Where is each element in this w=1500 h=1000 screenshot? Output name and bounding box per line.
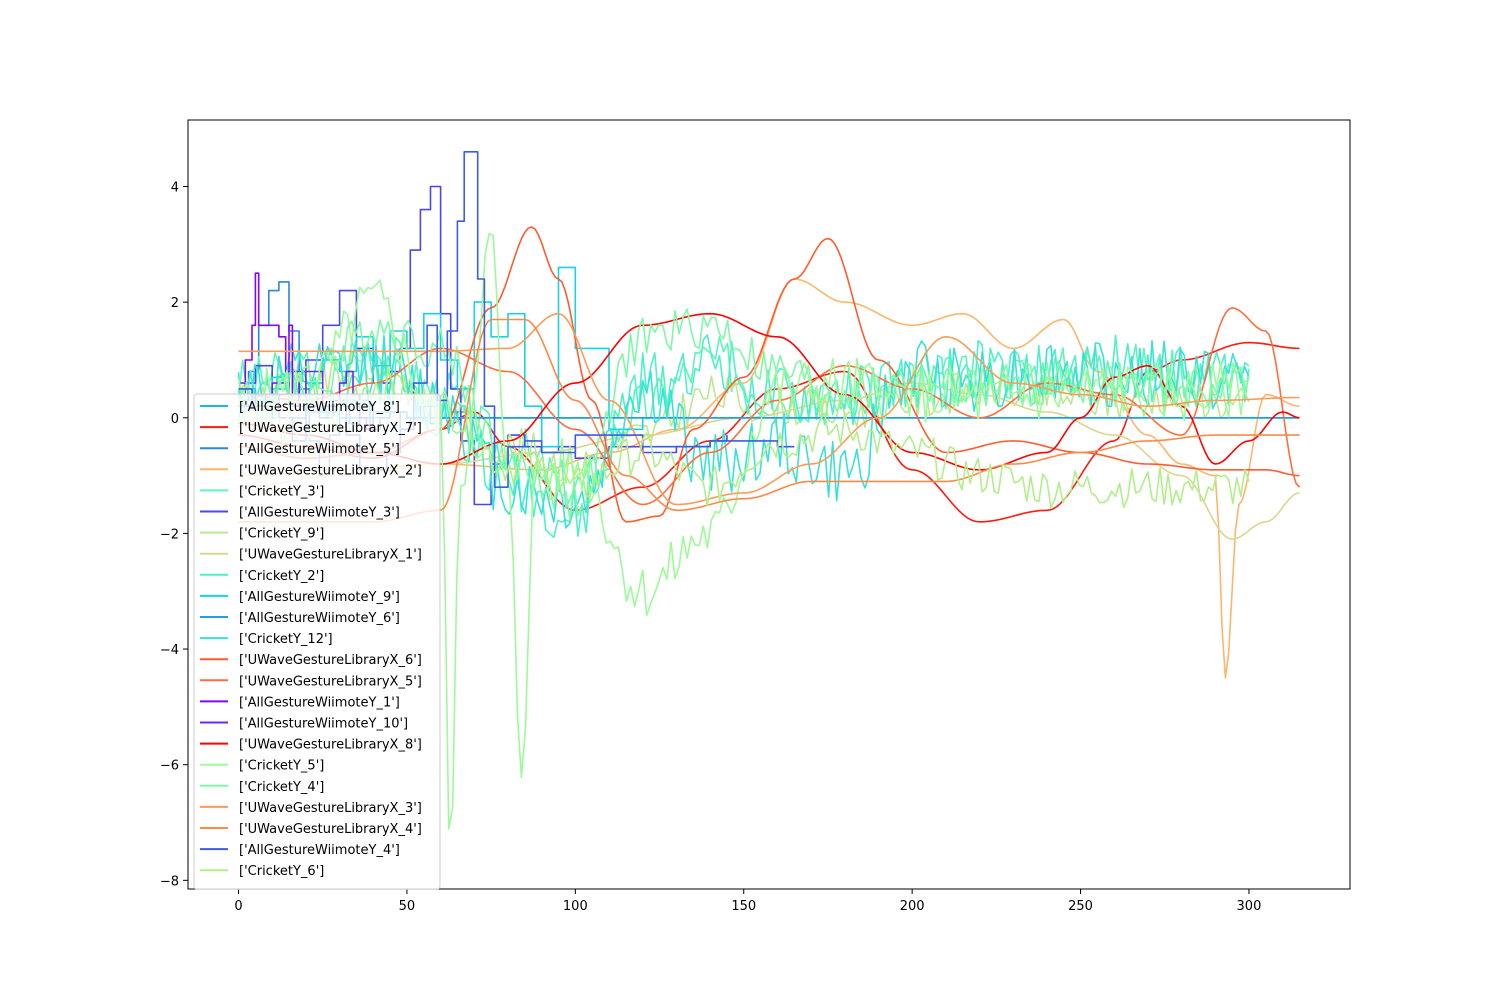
series-line-11: [237, 334, 1250, 529]
x-tick-label: 50: [399, 899, 416, 914]
legend-label: ['UWaveGestureLibraryX_3']: [239, 801, 422, 816]
legend-label: ['AllGestureWiimoteY_5']: [239, 442, 400, 457]
legend-box: [193, 393, 441, 890]
legend-label: ['AllGestureWiimoteY_9']: [239, 590, 400, 605]
legend-label: ['CricketY_2']: [239, 569, 324, 584]
legend-label: ['AllGestureWiimoteY_10']: [239, 717, 408, 732]
x-tick-label: 0: [234, 899, 242, 914]
legend-label: ['CricketY_5']: [239, 759, 324, 774]
legend-label: ['CricketY_4']: [239, 780, 324, 795]
legend-label: ['UWaveGestureLibraryX_2']: [239, 463, 422, 478]
legend-label: ['CricketY_6']: [239, 864, 324, 879]
legend-label: ['AllGestureWiimoteY_6']: [239, 611, 400, 626]
legend-label: ['CricketY_3']: [239, 484, 324, 499]
y-tick-label: −2: [160, 527, 179, 542]
y-tick-label: −4: [160, 643, 179, 658]
legend-label: ['CricketY_9']: [239, 527, 324, 542]
legend-label: ['AllGestureWiimoteY_1']: [239, 695, 400, 710]
legend-label: ['AllGestureWiimoteY_3']: [239, 506, 400, 521]
legend-label: ['CricketY_12']: [239, 632, 333, 647]
x-tick-label: 150: [731, 899, 756, 914]
legend-label: ['UWaveGestureLibraryX_4']: [239, 822, 422, 837]
legend-label: ['UWaveGestureLibraryX_7']: [239, 421, 422, 436]
legend: ['AllGestureWiimoteY_8'] ['UWaveGestureLi…: [193, 393, 441, 890]
x-tick-label: 300: [1237, 899, 1262, 914]
series-line-14: [238, 272, 300, 407]
legend-label: ['UWaveGestureLibraryX_5']: [239, 674, 422, 689]
legend-label: ['UWaveGestureLibraryX_8']: [239, 738, 422, 753]
legend-label: ['UWaveGestureLibraryX_1']: [239, 548, 422, 563]
x-tick-label: 200: [900, 899, 925, 914]
plot-frame: [187, 119, 1351, 890]
y-tick-label: −8: [160, 874, 179, 889]
legend-label: ['AllGestureWiimoteY_8']: [239, 400, 400, 415]
y-tick-label: 4: [171, 180, 179, 195]
y-tick-label: 2: [171, 296, 179, 311]
x-tick-label: 100: [563, 899, 588, 914]
legend-label: ['AllGestureWiimoteY_4']: [239, 843, 400, 858]
y-tick-label: 0: [171, 412, 179, 427]
y-tick-label: −6: [160, 759, 179, 774]
x-tick-label: 250: [1068, 899, 1093, 914]
ticks-layer: 0 50 100 150 200 250 300 −8 −6 −4 −2 0 2 4: [160, 180, 1262, 914]
legend-label: ['UWaveGestureLibraryX_6']: [239, 653, 422, 668]
series-line-19: [238, 312, 1300, 506]
